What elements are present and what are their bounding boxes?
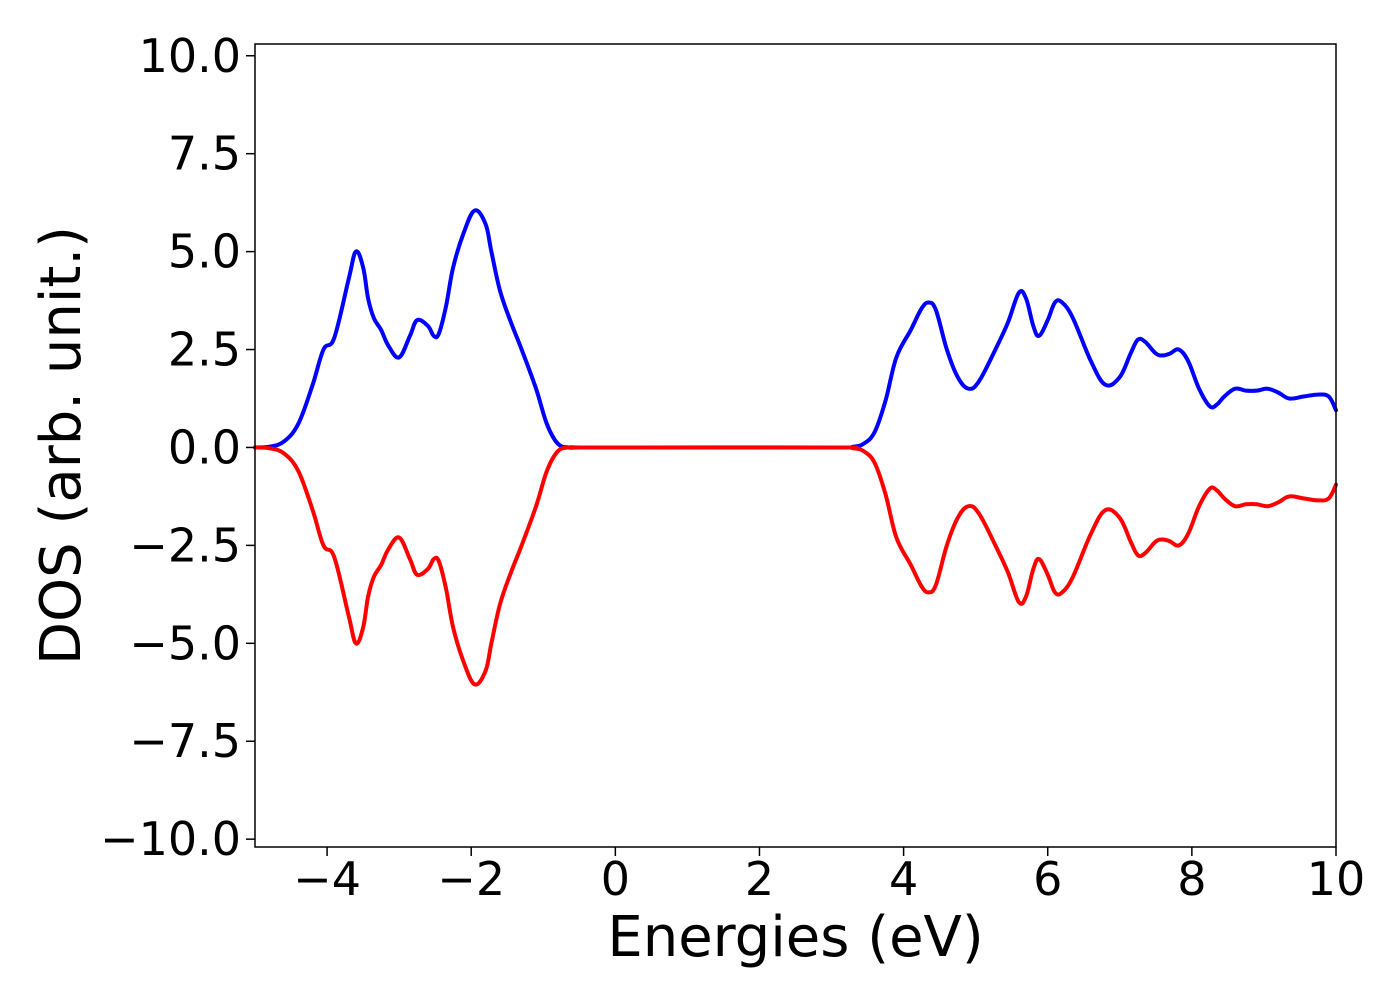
x-tick-label: 6 — [1033, 852, 1062, 906]
x-tick-label: −4 — [293, 852, 361, 906]
y-tick-label: −2.5 — [129, 518, 241, 572]
x-tick-label: 0 — [601, 852, 630, 906]
y-tick-label: 0.0 — [168, 420, 241, 474]
y-tick-label: 10.0 — [139, 29, 241, 83]
y-tick-label: 5.0 — [168, 225, 241, 279]
y-tick-label: 7.5 — [168, 127, 241, 181]
series-line-up — [253, 208, 1338, 450]
y-tick-label: −5.0 — [129, 616, 241, 670]
y-tick-label: 2.5 — [168, 323, 241, 377]
x-tick-label: −2 — [437, 852, 505, 906]
ticks-layer: −4 −2 0 2 4 6 8 10 10.0 7.5 5.0 2.5 0.0 −2.5 −5.0 −7.5 −… — [100, 29, 1365, 906]
y-tick-label: −7.5 — [129, 714, 241, 768]
plot-frame — [254, 43, 1337, 848]
x-tick-label: 2 — [745, 852, 774, 906]
y-axis-label: DOS (arb. unit.) — [29, 226, 94, 665]
x-tick-label: 4 — [889, 852, 918, 906]
x-tick-label: 8 — [1177, 852, 1206, 906]
series-layer — [253, 208, 1338, 687]
y-tick-label: −10.0 — [100, 812, 241, 866]
series-line-down — [253, 445, 1338, 687]
x-axis-label: Energies (eV) — [607, 905, 983, 970]
x-tick-label: 10 — [1307, 852, 1366, 906]
